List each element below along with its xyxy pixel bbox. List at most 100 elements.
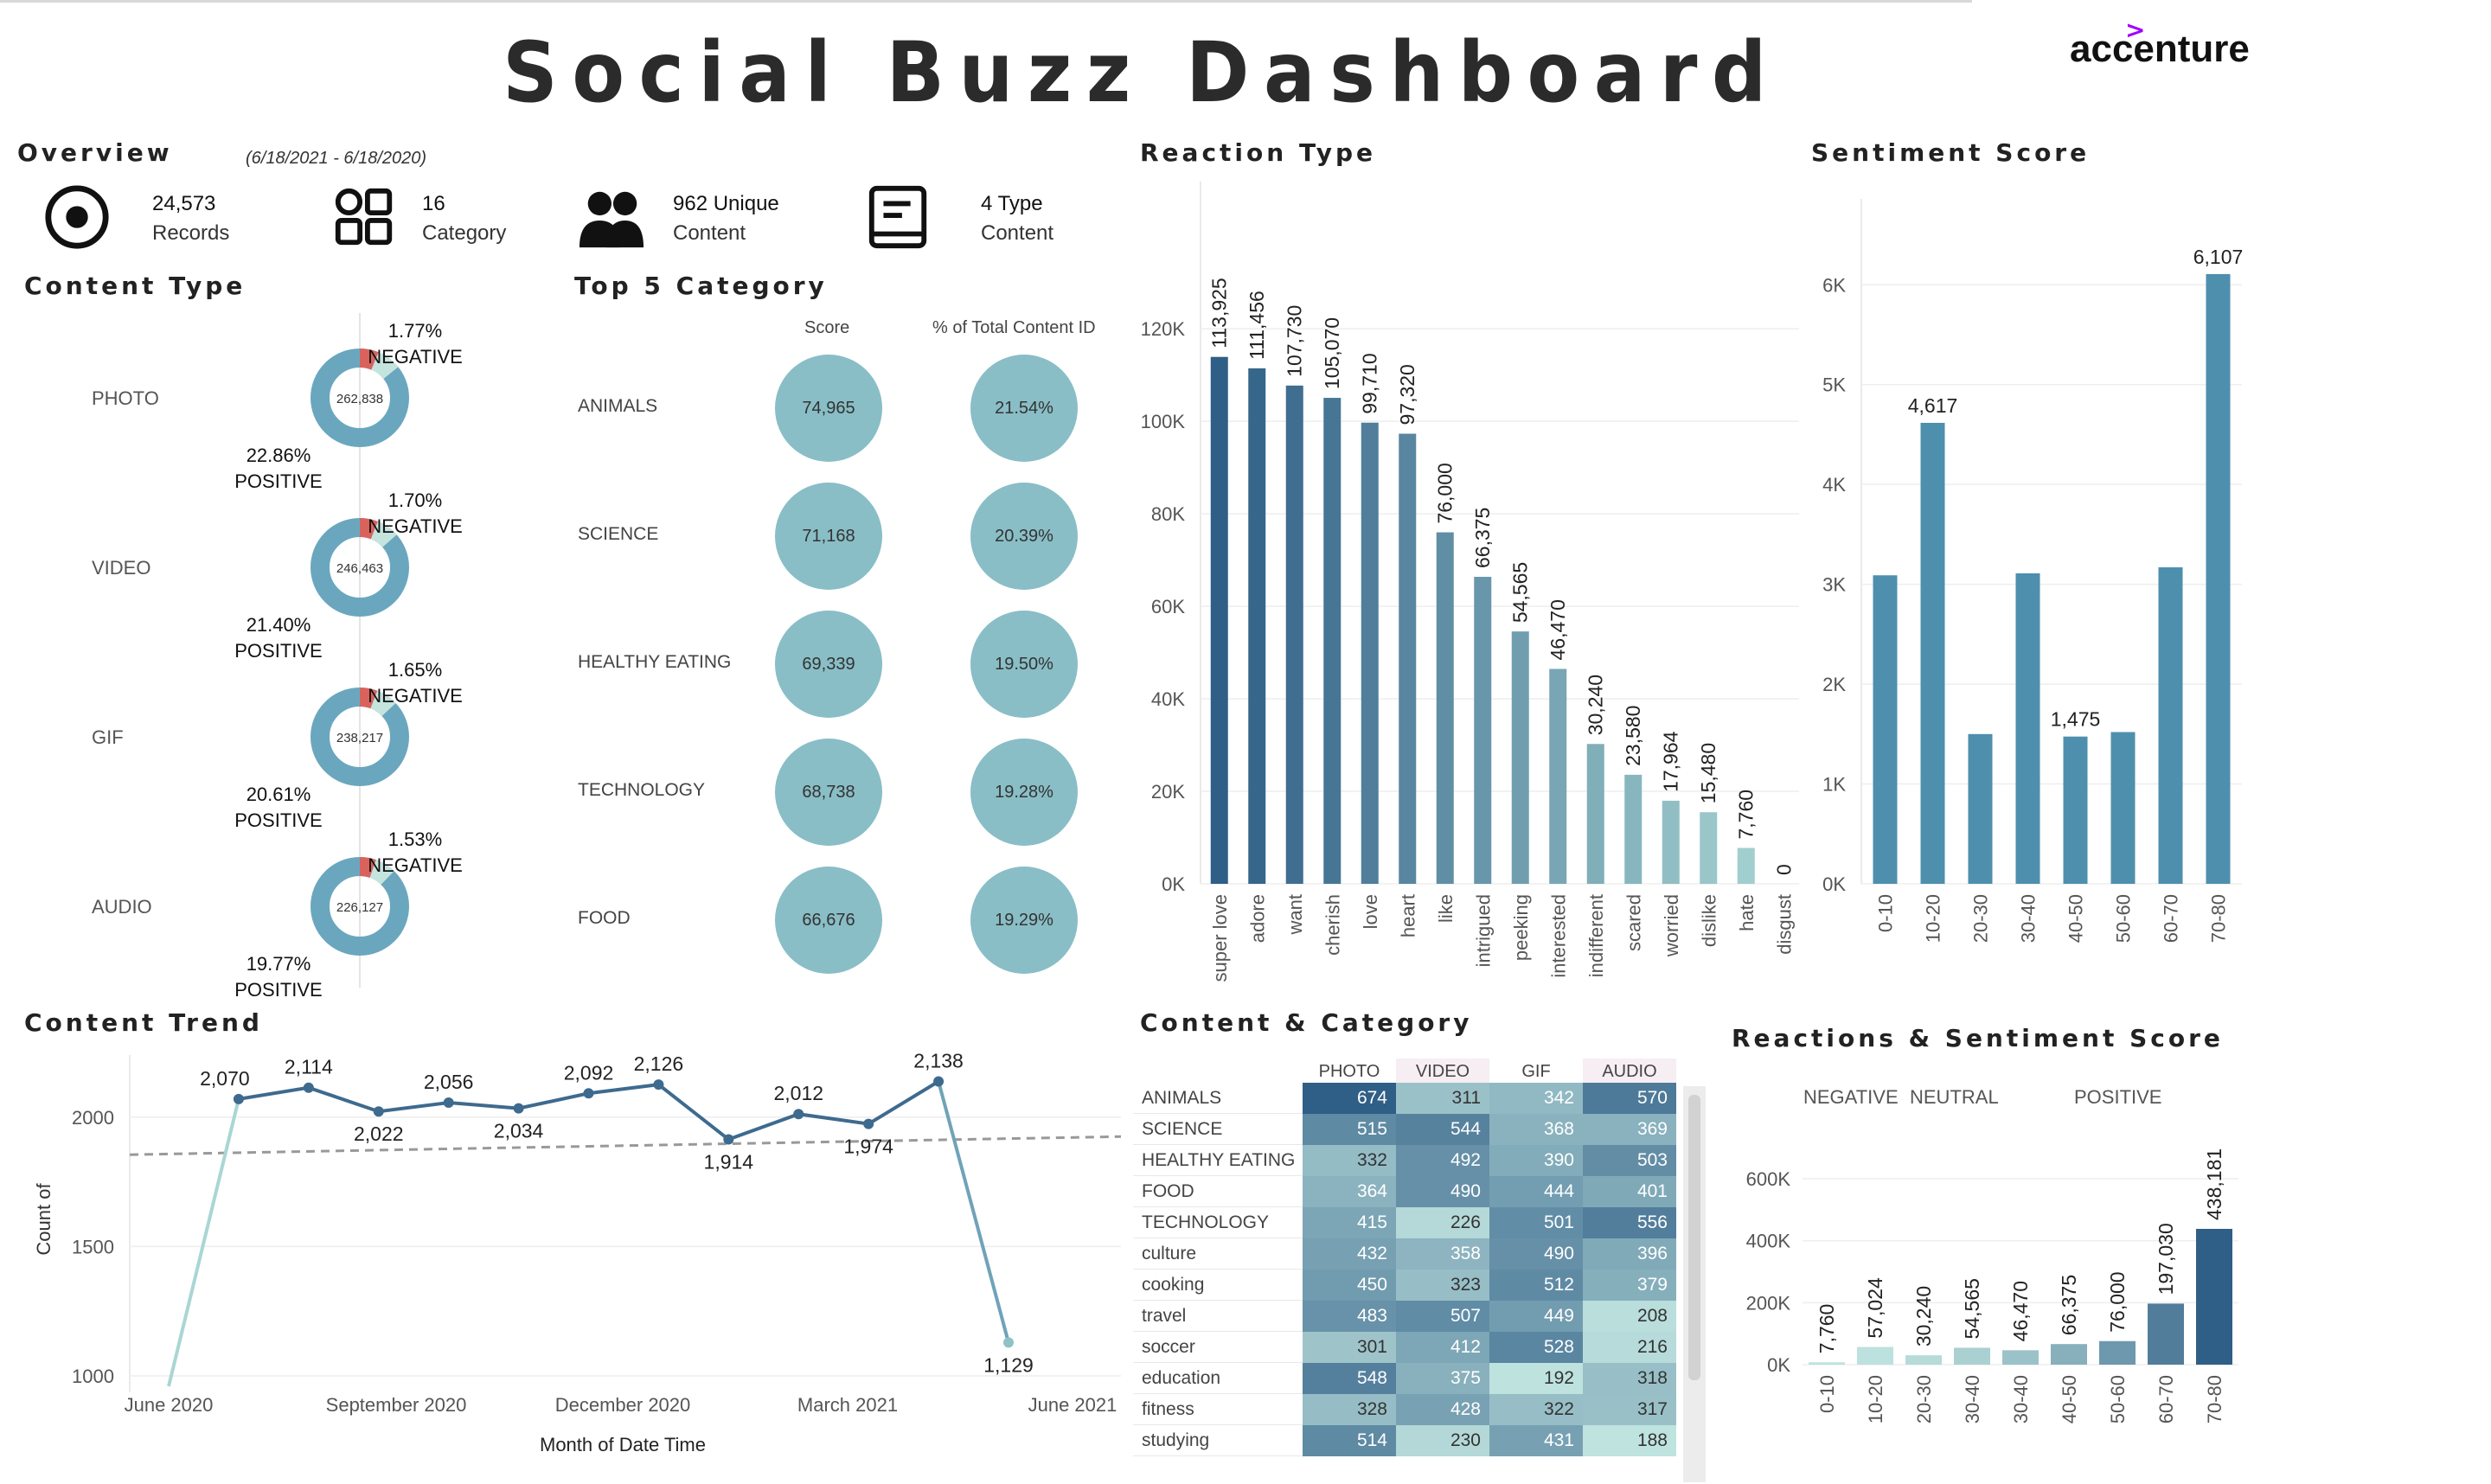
heatmap-cell: 432	[1303, 1238, 1396, 1270]
content-type-heading: Content Type	[24, 272, 247, 300]
y-tick-label: 2K	[1822, 674, 1846, 695]
positive-percent: 21.40% POSITIVE	[234, 614, 323, 662]
x-category-label: 20-30	[1970, 894, 1992, 943]
trend-segment	[937, 1081, 1010, 1343]
positive-percent: 20.61% POSITIVE	[234, 784, 323, 831]
document-icon	[865, 183, 932, 255]
content-type-donut: 238,217	[311, 688, 409, 786]
trend-value-label: 2,022	[354, 1123, 404, 1145]
bar-value-label: 54,565	[1509, 562, 1532, 623]
bar-value-label: 76,000	[1434, 463, 1457, 523]
content-type-label: VIDEO	[92, 557, 151, 579]
bar-value-label: 197,030	[2155, 1223, 2177, 1295]
heatmap-cell: 556	[1583, 1207, 1676, 1238]
heatmap-cell: 449	[1489, 1301, 1583, 1332]
bar	[1857, 1346, 1893, 1365]
row-divider	[1133, 1455, 1303, 1456]
trend-value-label: 2,126	[634, 1052, 684, 1075]
sentiment-score-chart: 0K 1K 2K 3K 4K 5K 6K 0-10 4,617 10-20 20-30 30-40 1,…	[1822, 199, 2243, 943]
heatmap-scrollbar[interactable]	[1683, 1086, 1706, 1482]
heatmap-cell: 358	[1396, 1238, 1489, 1270]
kpi-content-value: 962 Unique	[673, 192, 779, 215]
trend-point	[793, 1109, 804, 1120]
accenture-logo-mark-icon: >	[2125, 16, 2146, 44]
bar	[2063, 736, 2088, 884]
bar-value-label: 66,375	[2058, 1275, 2080, 1335]
x-axis-title: Month of Date Time	[540, 1434, 706, 1455]
heatmap-cell: 322	[1489, 1394, 1583, 1425]
x-category-label: 50-60	[2107, 1375, 2129, 1423]
row-divider	[1133, 1113, 1303, 1114]
x-tick-label: December 2020	[555, 1394, 691, 1416]
top5-score-bubble: 68,738	[775, 739, 882, 846]
heatmap-row-label: fitness	[1142, 1399, 1194, 1419]
y-tick-label: 2000	[72, 1107, 114, 1129]
y-tick-label: 3K	[1822, 574, 1846, 596]
bar	[1586, 744, 1604, 884]
heatmap-cell: 208	[1583, 1301, 1676, 1332]
x-category-label: 70-80	[2204, 1375, 2225, 1423]
bar-value-label: 4,617	[1908, 394, 1958, 417]
bar	[1361, 422, 1379, 884]
x-category-label: dislike	[1698, 894, 1719, 947]
x-tick-label: June 2020	[125, 1394, 214, 1416]
kpi-category-value: 16	[422, 192, 445, 215]
top5-pct-header: % of Total Content ID	[932, 318, 1096, 337]
row-divider	[1133, 1393, 1303, 1394]
x-category-label: like	[1435, 894, 1457, 923]
content-type-axis	[359, 313, 361, 988]
heatmap-cell: 379	[1583, 1270, 1676, 1301]
top5-score-bubble: 69,339	[775, 611, 882, 718]
bar-value-label: 17,964	[1660, 731, 1682, 792]
bar	[2110, 732, 2136, 884]
y-tick-label: 80K	[1151, 503, 1185, 525]
y-tick-label: 1K	[1822, 774, 1846, 796]
top5-pct-bubble: 21.54%	[970, 355, 1078, 462]
bar	[2158, 567, 2183, 884]
heatmap-cell: 318	[1583, 1363, 1676, 1394]
donut-negative-slice	[311, 518, 409, 617]
top5-score-bubble: 71,168	[775, 483, 882, 590]
heatmap-row-label: HEALTHY EATING	[1142, 1150, 1296, 1170]
y-tick-label: 400K	[1746, 1231, 1791, 1252]
trend-line	[129, 1135, 1122, 1156]
heatmap-cell: 503	[1583, 1145, 1676, 1176]
trend-value-label: 1,974	[843, 1135, 893, 1158]
bar	[1549, 668, 1567, 884]
heatmap-cell: 390	[1489, 1145, 1583, 1176]
top5-pct-bubble: 19.50%	[970, 611, 1078, 718]
trend-point	[583, 1088, 594, 1099]
sentiment-score-heading: Sentiment Score	[1811, 138, 2091, 167]
kpi-type-value: 4 Type	[981, 192, 1043, 215]
bar-value-label: 99,710	[1359, 353, 1381, 413]
heatmap-cell: 301	[1303, 1332, 1396, 1363]
heatmap-column-header: VIDEO	[1396, 1059, 1489, 1084]
y-tick-label: 1500	[72, 1236, 114, 1257]
trend-point	[233, 1093, 244, 1104]
heatmap-column-header: PHOTO	[1303, 1059, 1396, 1084]
bar-value-label: 1,475	[2051, 708, 2101, 731]
top5-score-header: Score	[804, 318, 850, 337]
bar-value-label: 30,240	[1585, 675, 1607, 735]
kpi-category-label: Category	[422, 221, 507, 245]
x-category-label: disgust	[1773, 894, 1795, 955]
x-category-label: 60-70	[2161, 894, 2182, 943]
x-category-label: worried	[1661, 894, 1682, 957]
heatmap-cell: 450	[1303, 1270, 1396, 1301]
heatmap-scroll-thumb[interactable]	[1688, 1095, 1700, 1380]
heatmap-row-label: studying	[1142, 1430, 1210, 1450]
heatmap-cell: 342	[1489, 1083, 1583, 1114]
bar-value-label: 30,240	[1912, 1286, 1935, 1346]
top5-pct-bubble: 19.29%	[970, 867, 1078, 974]
x-tick-label: March 2021	[797, 1394, 898, 1416]
bar	[1511, 631, 1529, 884]
heatmap-cell: 412	[1396, 1332, 1489, 1363]
bar-value-label: 438,181	[2203, 1148, 2225, 1220]
x-category-label: hate	[1736, 894, 1758, 931]
x-category-label: peeking	[1510, 894, 1532, 961]
bar-value-label: 7,760	[1815, 1304, 1838, 1354]
bar	[1873, 575, 1898, 884]
heatmap-cell: 674	[1303, 1083, 1396, 1114]
bar	[1436, 532, 1454, 884]
content-trend-chart: 1000 1500 2000 Count of 2,070 2,114 2,022 2,056…	[33, 1050, 1122, 1455]
